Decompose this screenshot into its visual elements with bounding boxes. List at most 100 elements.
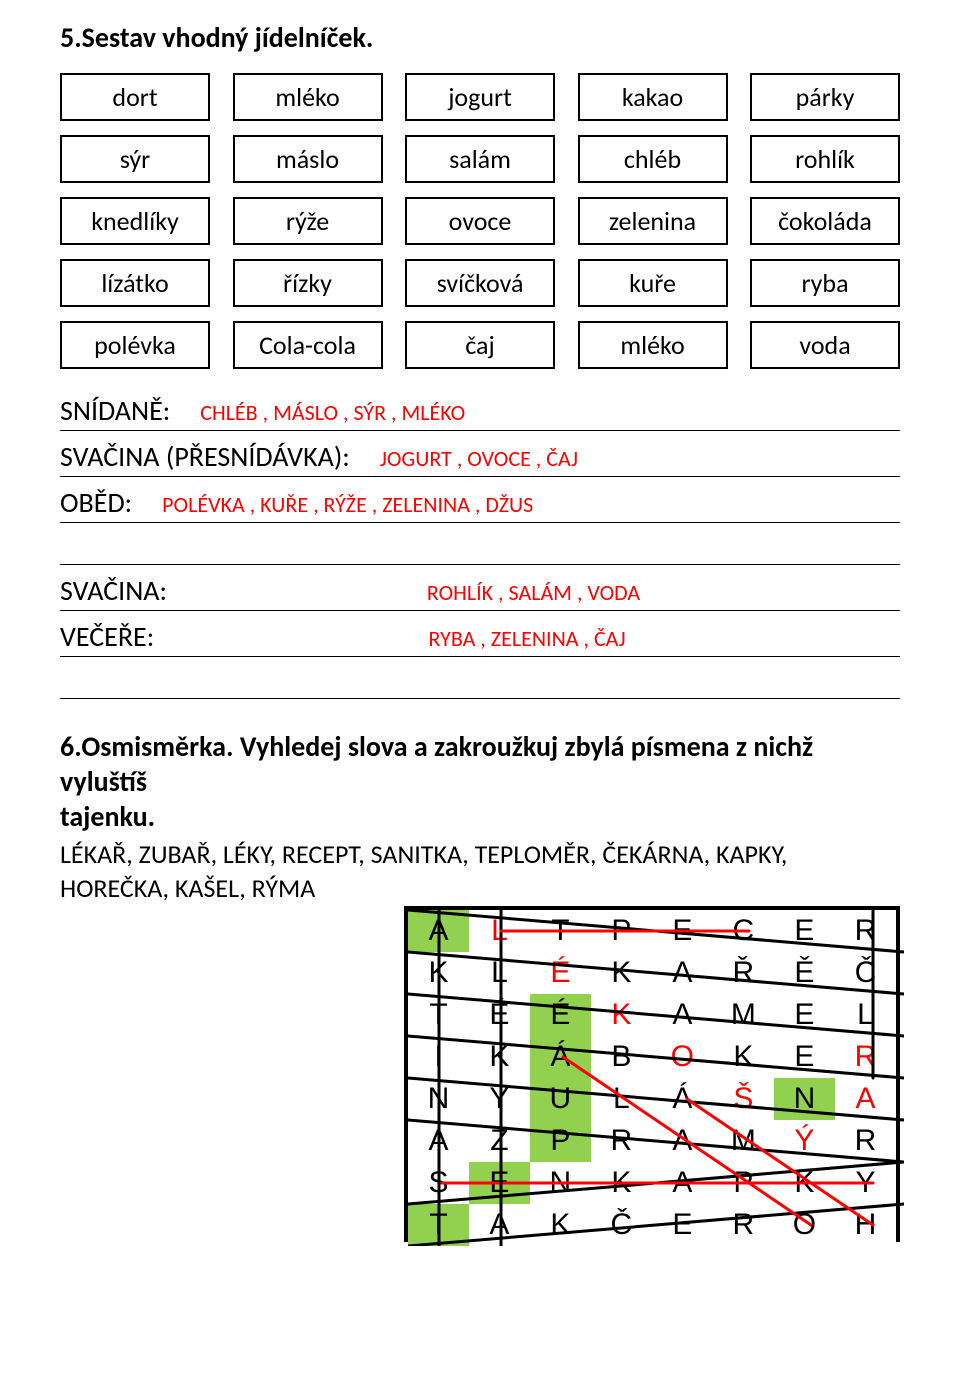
word-box: čaj: [405, 321, 555, 369]
puzzle-cell: A: [835, 1078, 896, 1120]
snidane-label: SNÍDANĚ:: [60, 393, 170, 428]
puzzle-cell: A: [652, 994, 713, 1036]
word-row: polévkaCola-colačajmlékovoda: [60, 321, 900, 369]
svacina-label: SVAČINA:: [60, 573, 167, 608]
word-box: rýže: [233, 197, 383, 245]
puzzle-cell: E: [652, 910, 713, 952]
puzzle-cell: Á: [530, 1036, 591, 1078]
puzzle-cell: K: [408, 952, 469, 994]
puzzle-cell: K: [591, 952, 652, 994]
word-box: jogurt: [405, 73, 555, 121]
blank-line-2: [60, 665, 900, 699]
puzzle-cell: N: [530, 1162, 591, 1204]
puzzle-cell: T: [408, 994, 469, 1036]
puzzle-cell: É: [469, 994, 530, 1036]
puzzle-cell: L: [591, 1078, 652, 1120]
wordsearch-puzzle: ALTPECERKLÉKAŘĚČTÉÉKAMELIKÁBOKERNYULÁŠNA…: [404, 906, 900, 1242]
puzzle-cell: Ý: [774, 1120, 835, 1162]
snidane-line: SNÍDANĚ: CHLÉB , MÁSLO , SÝR , MLÉKO: [60, 393, 900, 431]
word-box: kakao: [578, 73, 728, 121]
puzzle-cell: L: [469, 952, 530, 994]
svacina-line: SVAČINA: ROHLÍK , SALÁM , VODA: [60, 573, 900, 611]
puzzle-cell: É: [530, 952, 591, 994]
puzzle-cell: E: [774, 910, 835, 952]
puzzle-cell: P: [530, 1120, 591, 1162]
puzzle-cell: S: [408, 1162, 469, 1204]
meal-lines: SNÍDANĚ: CHLÉB , MÁSLO , SÝR , MLÉKO SVA…: [60, 393, 900, 699]
puzzle-cell: L: [835, 994, 896, 1036]
puzzle-cell: Á: [652, 1078, 713, 1120]
vecere-line: VEČEŘE: RYBA , ZELENINA , ČAJ: [60, 619, 900, 657]
wordlist-line-1: LÉKAŘ, ZUBAŘ, LÉKY, RECEPT, SANITKA, TEP…: [60, 838, 900, 870]
puzzle-cell: P: [713, 1162, 774, 1204]
puzzle-cell: B: [591, 1036, 652, 1078]
wordlist-line-2: HOREČKA, KAŠEL, RÝMA: [60, 872, 900, 904]
puzzle-cell: K: [713, 1036, 774, 1078]
word-box: dort: [60, 73, 210, 121]
puzzle-cell: R: [713, 1204, 774, 1246]
word-row: knedlíky rýže ovoce zelenina čokoláda: [60, 197, 900, 245]
word-row: lízátkořízkysvíčkovákuřeryba: [60, 259, 900, 307]
puzzle-cell: A: [408, 1120, 469, 1162]
puzzle-cell: Ř: [713, 952, 774, 994]
puzzle-cell: K: [530, 1204, 591, 1246]
puzzle-cell: K: [591, 994, 652, 1036]
puzzle-cell: Č: [835, 952, 896, 994]
word-box: máslo: [233, 135, 383, 183]
puzzle-cell: C: [713, 910, 774, 952]
word-box: ryba: [750, 259, 900, 307]
puzzle-cell: M: [713, 1120, 774, 1162]
word-row: sýrmáslosalámchlébrohlík: [60, 135, 900, 183]
word-box: salám: [405, 135, 555, 183]
puzzle-cell: N: [774, 1078, 835, 1120]
word-box: knedlíky: [60, 197, 210, 245]
puzzle-cell: Y: [835, 1162, 896, 1204]
puzzle-cell: M: [713, 994, 774, 1036]
puzzle-cell: R: [835, 1036, 896, 1078]
puzzle-cell: Z: [469, 1120, 530, 1162]
obed-line: OBĚD: POLÉVKA , KUŘE , RÝŽE , ZELENINA ,…: [60, 485, 900, 523]
snidane-answer: CHLÉB , MÁSLO , SÝR , MLÉKO: [200, 399, 900, 426]
word-box: lízátko: [60, 259, 210, 307]
puzzle-cell: P: [591, 910, 652, 952]
puzzle-cell: E: [774, 994, 835, 1036]
blank-line-1: [60, 531, 900, 565]
word-box: mléko: [578, 321, 728, 369]
puzzle-cell: N: [408, 1078, 469, 1120]
puzzle-cell: R: [835, 910, 896, 952]
puzzle-cell: T: [408, 1204, 469, 1246]
puzzle-cell: A: [652, 1120, 713, 1162]
word-box: ovoce: [405, 197, 555, 245]
word-box: Cola-cola: [233, 321, 383, 369]
puzzle-cell: L: [469, 910, 530, 952]
puzzle-cell: O: [774, 1204, 835, 1246]
puzzle-cell: H: [835, 1204, 896, 1246]
word-box: zelenina: [578, 197, 728, 245]
word-box: voda: [750, 321, 900, 369]
vecere-label: VEČEŘE:: [60, 619, 154, 654]
puzzle-cell: Y: [469, 1078, 530, 1120]
word-box: rohlík: [750, 135, 900, 183]
puzzle-cell: K: [774, 1162, 835, 1204]
presnidavka-line: SVAČINA (PŘESNÍDÁVKA): JOGURT , OVOCE , …: [60, 439, 900, 477]
word-box: řízky: [233, 259, 383, 307]
puzzle-cell: T: [530, 910, 591, 952]
puzzle-cell: Š: [713, 1078, 774, 1120]
puzzle-cell: E: [652, 1204, 713, 1246]
task6-heading-1: 6.Osmisměrka. Vyhledej slova a zakroužku…: [60, 729, 900, 799]
word-row: dortmlékojogurtkakaopárky: [60, 73, 900, 121]
puzzle-cell: A: [469, 1204, 530, 1246]
puzzle-cell: A: [408, 910, 469, 952]
puzzle-cell: R: [835, 1120, 896, 1162]
puzzle-cell: A: [652, 1162, 713, 1204]
puzzle-cell: I: [408, 1036, 469, 1078]
svacina-answer: ROHLÍK , SALÁM , VODA: [167, 579, 900, 606]
presnidavka-answer: JOGURT , OVOCE , ČAJ: [380, 445, 900, 472]
task6-heading-2: tajenku.: [60, 799, 900, 834]
word-grid: dortmlékojogurtkakaopárkysýrmáslosalámch…: [60, 73, 900, 369]
word-box: párky: [750, 73, 900, 121]
word-box: sýr: [60, 135, 210, 183]
obed-answer: POLÉVKA , KUŘE , RÝŽE , ZELENINA , DŽUS: [162, 491, 900, 518]
puzzle-cell: R: [591, 1120, 652, 1162]
word-box: čokoláda: [750, 197, 900, 245]
